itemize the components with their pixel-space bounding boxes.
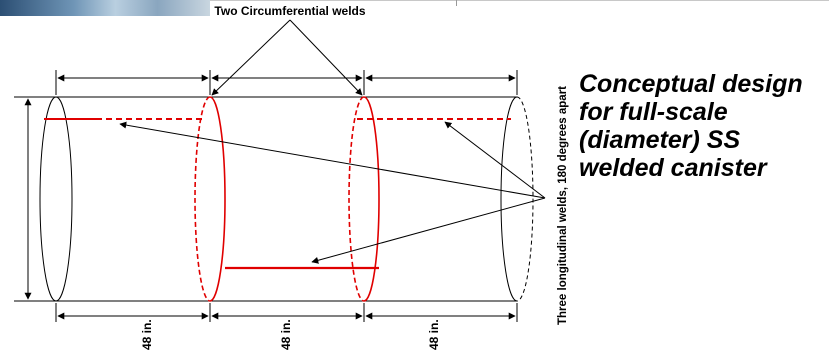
longitudinal-weld-arrows [119, 121, 546, 264]
caption-line: Conceptual design [579, 70, 803, 98]
dimension-label-2: 48 in. [279, 319, 293, 350]
caption-line: welded canister [579, 154, 767, 182]
circ-weld-arrow-right [289, 19, 363, 96]
dimension-label-3: 48 in. [427, 319, 441, 350]
diameter-dimension [14, 96, 56, 302]
caption-line: for full-scale [579, 98, 728, 126]
top-divider-tick [456, 0, 457, 6]
circ-weld-arrow-left [211, 19, 291, 96]
diagram-caption: Conceptual design for full-scale (diamet… [579, 70, 827, 182]
circumferential-weld-2 [348, 96, 380, 302]
photo-strip [0, 0, 210, 16]
bottom-dimension-line [55, 303, 518, 322]
top-dimension-line [55, 70, 518, 95]
caption-line: (diameter) SS [579, 126, 741, 154]
longitudinal-welds-label: Three longitudinal welds, 180 degrees ap… [557, 86, 569, 325]
top-divider [210, 0, 829, 1]
circumferential-welds-label: Two Circumferential welds [214, 4, 365, 18]
circumferential-weld-1 [194, 96, 226, 302]
dimension-label-1: 48 in. [140, 319, 154, 350]
canister-body [39, 96, 534, 302]
